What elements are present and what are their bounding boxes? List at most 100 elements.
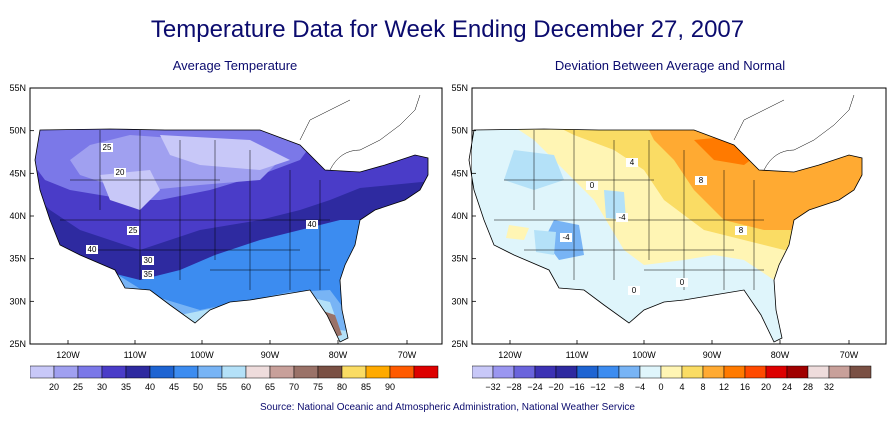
left-legend-label: 30 (97, 382, 107, 392)
right-legend-swatch (828, 365, 851, 379)
left-legend-swatch (221, 365, 247, 379)
left-legend-swatch (365, 365, 391, 379)
right-legend-label: −4 (635, 382, 645, 392)
left-legend-swatch (173, 365, 199, 379)
svg-text:25: 25 (103, 143, 112, 152)
right-lon-label: 100W (632, 350, 656, 360)
right-lon-label: 70W (840, 350, 859, 360)
right-legend-label: −20 (548, 382, 563, 392)
left-legend-swatch (269, 365, 295, 379)
right-legend-swatch (660, 365, 683, 379)
right-legend-swatch (807, 365, 830, 379)
left-lat-label: 25N (9, 339, 26, 349)
left-legend-swatch (293, 365, 319, 379)
right-lon-label: 110W (566, 350, 589, 360)
svg-text:0: 0 (590, 181, 595, 190)
left-legend-label: 70 (289, 382, 299, 392)
right-legend-swatch (618, 365, 641, 379)
right-panel-title: Deviation Between Average and Normal (554, 58, 786, 73)
right-lon-label: 80W (771, 350, 790, 360)
left-lat-label: 55N (9, 83, 26, 93)
right-legend-swatch (744, 365, 767, 379)
right-legend-swatch (492, 365, 515, 379)
left-legend-label: 40 (145, 382, 155, 392)
right-legend-swatch (555, 365, 578, 379)
left-panel-title: Average Temperature (172, 58, 298, 73)
right-lat-label: 55N (451, 83, 468, 93)
right-legend-label: −24 (527, 382, 542, 392)
svg-text:8: 8 (739, 226, 744, 235)
right-legend-label: 20 (761, 382, 771, 392)
svg-text:35: 35 (144, 270, 153, 279)
right-legend-swatch (702, 365, 725, 379)
source-note: Source: National Oceanic and Atmospheric… (259, 402, 635, 413)
left-legend-label: 35 (121, 382, 131, 392)
left-contour-label: 20 (114, 168, 126, 177)
right-lat-label: 35N (451, 254, 468, 264)
left-lat-label: 40N (9, 211, 26, 221)
left-legend-swatch (197, 365, 223, 379)
left-legend-swatch (30, 365, 55, 379)
left-lon-label: 120W (56, 350, 80, 360)
left-legend-swatch (341, 365, 367, 379)
right-lat-label: 45N (451, 168, 468, 178)
left-legend-label: 80 (337, 382, 347, 392)
right-legend-label: 4 (679, 382, 684, 392)
right-legend-label: 8 (700, 382, 705, 392)
svg-text:4: 4 (630, 158, 635, 167)
right-legend-label: 28 (803, 382, 813, 392)
right-legend-label: −32 (485, 382, 500, 392)
right-contour-label: -4 (560, 233, 572, 242)
left-legend-swatch (77, 365, 103, 379)
right-contour-label: 8 (695, 176, 707, 185)
right-contour-label: 8 (735, 226, 747, 235)
left-lon-label: 100W (190, 350, 214, 360)
left-lon-label: 110W (124, 350, 147, 360)
right-lat-label: 40N (451, 211, 468, 221)
svg-text:40: 40 (308, 220, 317, 229)
left-legend-label: 50 (193, 382, 203, 392)
left-legend-swatch (413, 365, 439, 379)
right-contour-label: 0 (676, 278, 688, 287)
right-legend-swatch (576, 365, 599, 379)
left-lat-label: 30N (9, 296, 26, 306)
right-lon-label: 90W (703, 350, 722, 360)
right-legend-swatch (786, 365, 809, 379)
left-legend-label: 45 (169, 382, 179, 392)
left-legend-swatch (53, 365, 79, 379)
right-contour-label: 4 (626, 158, 638, 167)
right-legend-label: 12 (719, 382, 729, 392)
left-legend-label: 20 (49, 382, 59, 392)
average-temperature-map: 55N 50N 45N 40N 35N 30N 25N 120W 110W 100W 90W 80W 7… (9, 83, 443, 360)
svg-text:0: 0 (632, 286, 637, 295)
right-legend-swatch (534, 365, 557, 379)
left-legend-swatch (245, 365, 271, 379)
right-legend-label: 0 (658, 382, 663, 392)
left-lat-label: 50N (9, 126, 26, 136)
left-legend-swatch (389, 365, 415, 379)
left-legend-label: 75 (313, 382, 323, 392)
right-legend-swatch (513, 365, 536, 379)
right-legend: −32 −28 −24 −20 −16 −12 −8 −4 0 4 8 12 16 20 24 28 32 (472, 365, 872, 392)
right-contour-label: 0 (586, 181, 598, 190)
right-legend-swatch (681, 365, 704, 379)
left-legend: 20 25 30 35 40 45 50 55 60 65 70 75 80 85 90 (30, 365, 439, 392)
right-legend-label: −28 (506, 382, 521, 392)
svg-text:30: 30 (144, 256, 153, 265)
right-legend-label: 16 (740, 382, 750, 392)
left-legend-label: 85 (361, 382, 371, 392)
svg-text:25: 25 (129, 226, 138, 235)
left-lat-label: 35N (9, 254, 26, 264)
svg-text:-4: -4 (562, 233, 570, 242)
right-contour-label: 0 (628, 286, 640, 295)
right-legend-swatch (723, 365, 746, 379)
right-legend-label: −16 (569, 382, 584, 392)
left-legend-swatch (125, 365, 151, 379)
right-legend-swatch (597, 365, 620, 379)
svg-text:40: 40 (88, 245, 97, 254)
left-contour-label: 25 (127, 226, 139, 235)
left-legend-label: 60 (241, 382, 251, 392)
left-contour-label: 35 (142, 270, 154, 279)
right-legend-label: −12 (590, 382, 605, 392)
temperature-deviation-map: 55N 50N 45N 40N 35N 30N 25N 120W 110W 100W 90W 80W 7… (451, 83, 887, 360)
